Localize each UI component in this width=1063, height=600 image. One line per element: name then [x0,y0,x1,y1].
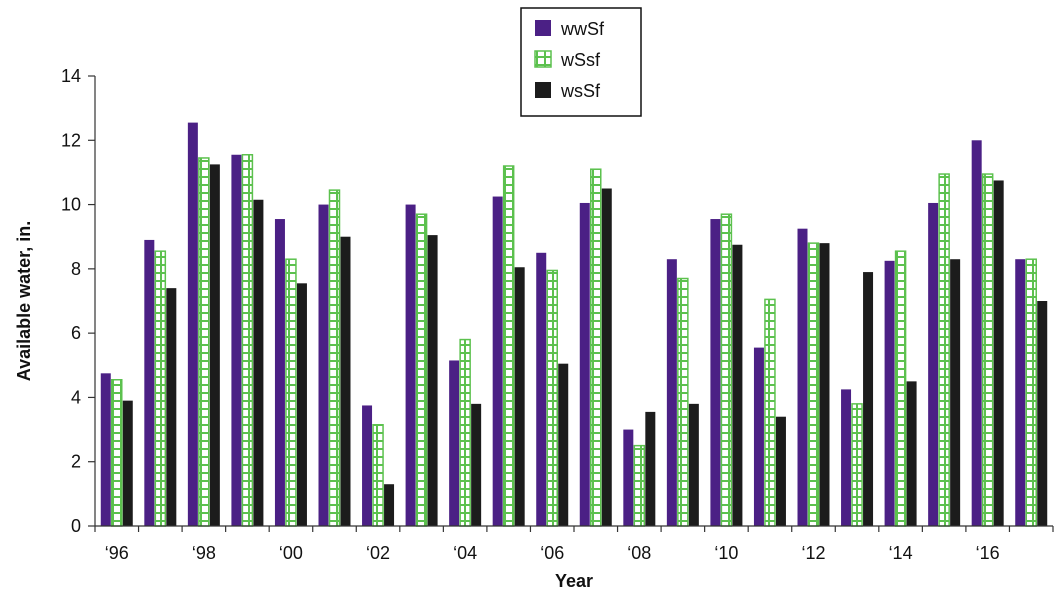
y-tick-label: 6 [71,323,81,343]
bar-wwSf-2008 [623,429,634,526]
bar-wsSf-1996 [122,400,133,526]
bar-wwSf-1998 [187,122,198,527]
legend-swatch-wwSf [535,20,551,36]
bar-wwSf-2009 [666,259,677,526]
bar-wsSf-2007 [601,188,612,526]
legend-swatch-wSsf [534,50,552,68]
legend-label-wsSf: wsSf [560,81,601,101]
bar-wSsf-2001 [328,189,341,527]
bar-wSsf-2015 [938,173,950,527]
bar-wSsf-1999 [241,154,254,527]
bar-wSsf-2016 [981,173,994,527]
bar-wwSf-1996 [100,373,111,526]
bar-wwSf-2000 [274,219,285,527]
bar-wsSf-2011 [775,416,786,526]
x-tick-label: ‘98 [192,543,216,563]
x-tick-label: ‘96 [105,543,129,563]
bar-wwSf-2012 [797,228,808,526]
bar-wwSf-2006 [536,252,547,527]
bar-wsSf-1998 [209,164,220,526]
x-tick-label: ‘06 [540,543,564,563]
legend: wwSf wSsf wsSf [520,7,642,117]
bar-wsSf-2014 [906,381,917,526]
bar-wSsf-1997 [154,250,167,527]
bar-wsSf-2000 [296,283,307,526]
y-tick-label: 14 [61,66,81,86]
x-tick-label: ‘00 [279,543,303,563]
bar-wsSf-2015 [950,259,961,526]
bar-wwSf-2004 [449,360,460,526]
bar-wSsf-2000 [285,258,297,527]
bar-wSsf-2017 [1025,258,1037,527]
legend-label-wSsf: wSsf [560,50,601,70]
bar-wwSf-2002 [362,405,373,526]
bar-wwSf-2011 [753,347,764,526]
bar-wSsf-1998 [198,157,210,527]
x-tick-label: ‘16 [976,543,1000,563]
bar-wwSf-2007 [579,202,590,526]
bar-wSsf-2012 [807,242,820,527]
bar-wwSf-1997 [144,239,155,526]
x-tick-label: ‘12 [801,543,825,563]
bar-wsSf-2013 [863,272,874,526]
ticks-layer: 0 2 4 6 8 10 12 14 ‘96 ‘98 ‘00 ‘02 ‘04 ‘06 ‘08 ‘10 ‘12 ‘1… [61,66,1054,563]
bar-wsSf-2010 [732,244,743,526]
y-axis-title: Available water, in. [14,221,34,381]
y-tick-label: 4 [71,387,81,407]
bar-wsSf-2009 [688,403,699,526]
bar-wwSf-2017 [1015,259,1026,526]
bar-wsSf-2016 [993,180,1004,526]
bar-wSsf-2003 [415,213,428,527]
bar-wsSf-2008 [645,411,656,526]
bar-wSsf-2002 [372,424,384,527]
x-axis-title: Year [555,571,593,591]
bar-wsSf-1997 [166,288,177,526]
x-tick-label: ‘10 [714,543,738,563]
bar-wSsf-2014 [894,250,907,527]
x-tick-label: ‘04 [453,543,477,563]
bar-wSsf-2011 [764,298,776,527]
bar-wsSf-2005 [514,267,525,526]
x-tick-label: ‘02 [366,543,390,563]
bar-wsSf-2017 [1037,301,1048,526]
bar-wSsf-2005 [502,165,515,527]
bar-wsSf-2004 [471,403,482,526]
bar-wsSf-2001 [340,236,351,526]
bar-wwSf-1999 [231,154,242,526]
bar-wSsf-2007 [590,168,602,527]
bar-wwSf-2013 [841,389,852,526]
bar-wsSf-2012 [819,243,830,526]
legend-label-wwSf: wwSf [560,19,605,39]
bar-wwSf-2014 [884,260,895,526]
y-tick-label: 12 [61,130,81,150]
bar-wSsf-1996 [111,379,123,527]
y-tick-label: 0 [71,516,81,536]
bar-wSsf-2004 [459,338,471,527]
x-tick-label: ‘14 [889,543,913,563]
y-tick-label: 8 [71,259,81,279]
bar-wwSf-2003 [405,204,416,526]
bar-wSsf-2006 [546,269,558,527]
bar-wsSf-2006 [558,363,569,526]
bar-wwSf-2010 [710,219,721,527]
y-tick-label: 2 [71,452,81,472]
bar-wSsf-2009 [677,277,689,527]
legend-swatch-wsSf [535,82,551,98]
bar-wSsf-2010 [720,213,733,527]
bars-layer [100,122,1048,527]
bar-wwSf-2016 [971,140,982,527]
bar-wSsf-2013 [851,403,863,527]
x-tick-label: ‘08 [627,543,651,563]
bar-wwSf-2005 [492,196,503,527]
bar-wSsf-2008 [633,444,646,527]
bar-wsSf-1999 [253,199,264,526]
bar-wsSf-2002 [384,484,395,526]
bar-wwSf-2015 [928,202,939,526]
bar-wsSf-2003 [427,235,438,527]
y-tick-label: 10 [61,195,81,215]
bar-wwSf-2001 [318,204,329,526]
